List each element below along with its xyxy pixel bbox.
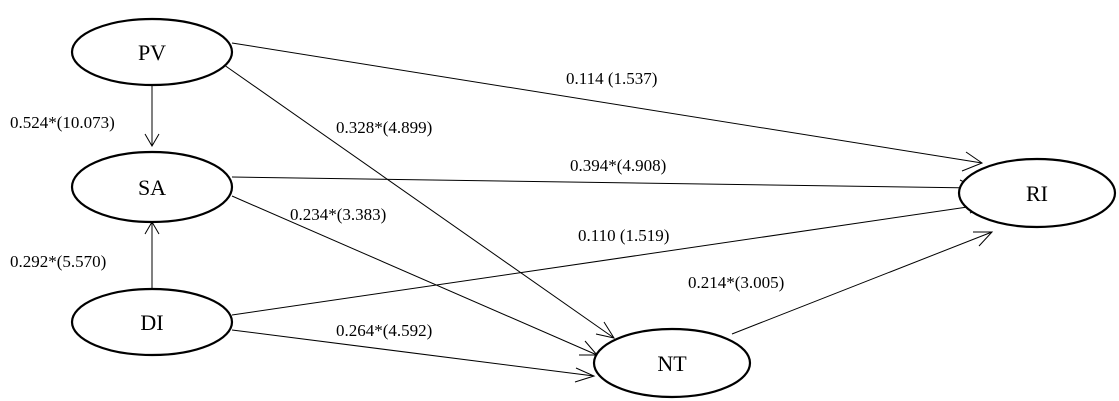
edge-label-nt-ri: 0.214*(3.005) [688, 273, 784, 292]
edge-label-di-sa: 0.292*(5.570) [10, 252, 106, 271]
node-ri-label: RI [1026, 181, 1048, 206]
edge-pv-ri [231, 42, 984, 172]
edge-di-nt [231, 329, 596, 383]
edge-label-di-ri: 0.110 (1.519) [578, 226, 669, 245]
node-pv: PV [70, 17, 234, 87]
node-nt: NT [592, 327, 752, 399]
node-di-label: DI [140, 310, 163, 335]
edge-label-di-nt: 0.264*(4.592) [336, 321, 432, 340]
edge-label-sa-ri: 0.394*(4.908) [570, 156, 666, 175]
edge-pv-sa [144, 85, 160, 147]
edge-label-pv-ri: 0.114 (1.537) [566, 69, 657, 88]
edge-label-pv-sa: 0.524*(10.073) [10, 113, 115, 132]
edge-label-pv-nt: 0.328*(4.899) [336, 118, 432, 137]
node-di: DI [70, 287, 234, 357]
node-sa-label: SA [138, 175, 166, 200]
edge-sa-ri [231, 176, 978, 196]
node-ri: RI [957, 157, 1117, 229]
edge-nt-ri [731, 231, 994, 335]
edge-di-sa [144, 221, 160, 290]
edge-label-sa-nt: 0.234*(3.383) [290, 205, 386, 224]
node-nt-label: NT [657, 351, 687, 376]
node-sa: SA [70, 150, 234, 224]
node-pv-label: PV [138, 40, 166, 65]
edge-pv-nt [216, 59, 616, 339]
